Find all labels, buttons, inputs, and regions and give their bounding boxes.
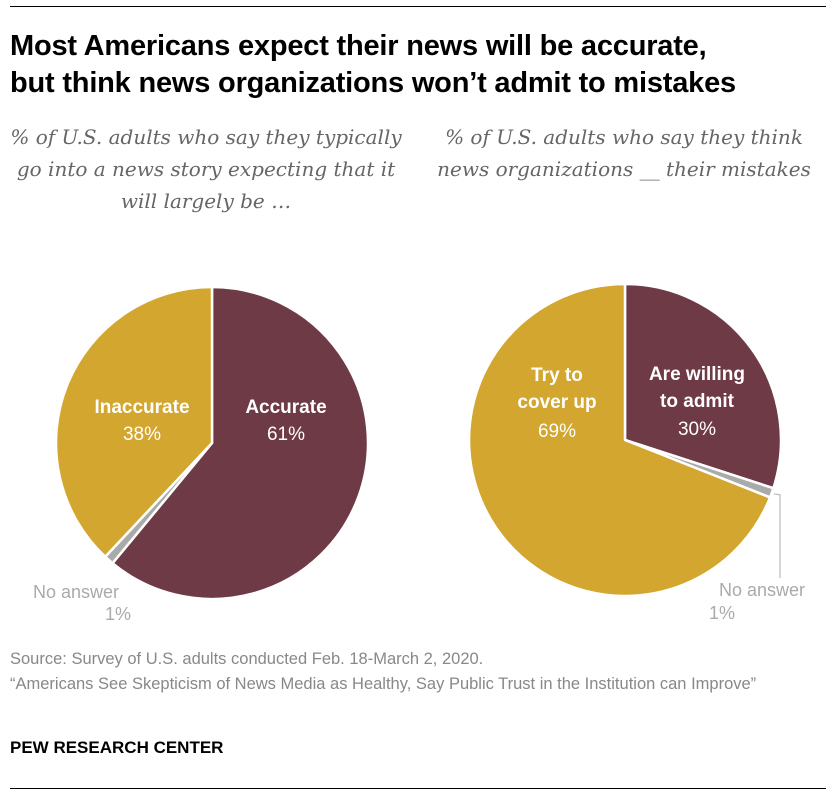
top-rule [10, 6, 826, 7]
right-pie-slice-try-to-cover-up [467, 282, 772, 598]
left-pie-chart [54, 285, 370, 601]
left-pie-value-inaccurate: 38% [123, 424, 161, 445]
left-pie-label-accurate: Accurate [245, 397, 326, 418]
right-pie-label-cover-up-line-1: Try to [531, 365, 583, 386]
left-pie-label-no-answer: No answer [33, 582, 119, 602]
brand-label: PEW RESEARCH CENTER [10, 738, 224, 757]
right-pie-label-willing-line-1: Are willing [649, 364, 745, 385]
title-line-1: Most Americans expect their news will be… [10, 30, 707, 62]
right-pie-label-willing-line-2: to admit [660, 391, 735, 412]
left-pie-value-accurate: 61% [267, 424, 305, 445]
left-pie-label-inaccurate: Inaccurate [94, 397, 189, 418]
right-pie-no-answer-leader-line [773, 493, 781, 578]
bottom-rule [10, 788, 826, 789]
left-chart-subtitle: % of U.S. adults who say they typically … [10, 125, 402, 213]
left-pie-value-no-answer: 1% [105, 604, 131, 624]
right-pie-value-cover-up: 69% [538, 421, 576, 442]
report-reference: “Americans See Skepticism of News Media … [10, 675, 757, 693]
right-pie-value-no-answer: 1% [709, 603, 735, 623]
left-pie-slice-inaccurate [54, 285, 214, 558]
right-pie-chart [467, 282, 783, 598]
right-pie-label-cover-up-line-2: cover up [517, 392, 596, 413]
source-note: Source: Survey of U.S. adults conducted … [10, 650, 484, 668]
right-chart-subtitle: % of U.S. adults who say they think news… [437, 125, 811, 181]
right-pie-slice-are-willing-to-admit [623, 282, 783, 490]
chart-title: Most Americans expect their news will be… [10, 28, 830, 102]
right-pie-value-willing: 30% [678, 419, 716, 440]
right-pie-label-no-answer: No answer [719, 580, 805, 600]
left-pie-slice-accurate [111, 285, 370, 601]
title-line-2: but think news organizations won’t admit… [10, 67, 736, 99]
